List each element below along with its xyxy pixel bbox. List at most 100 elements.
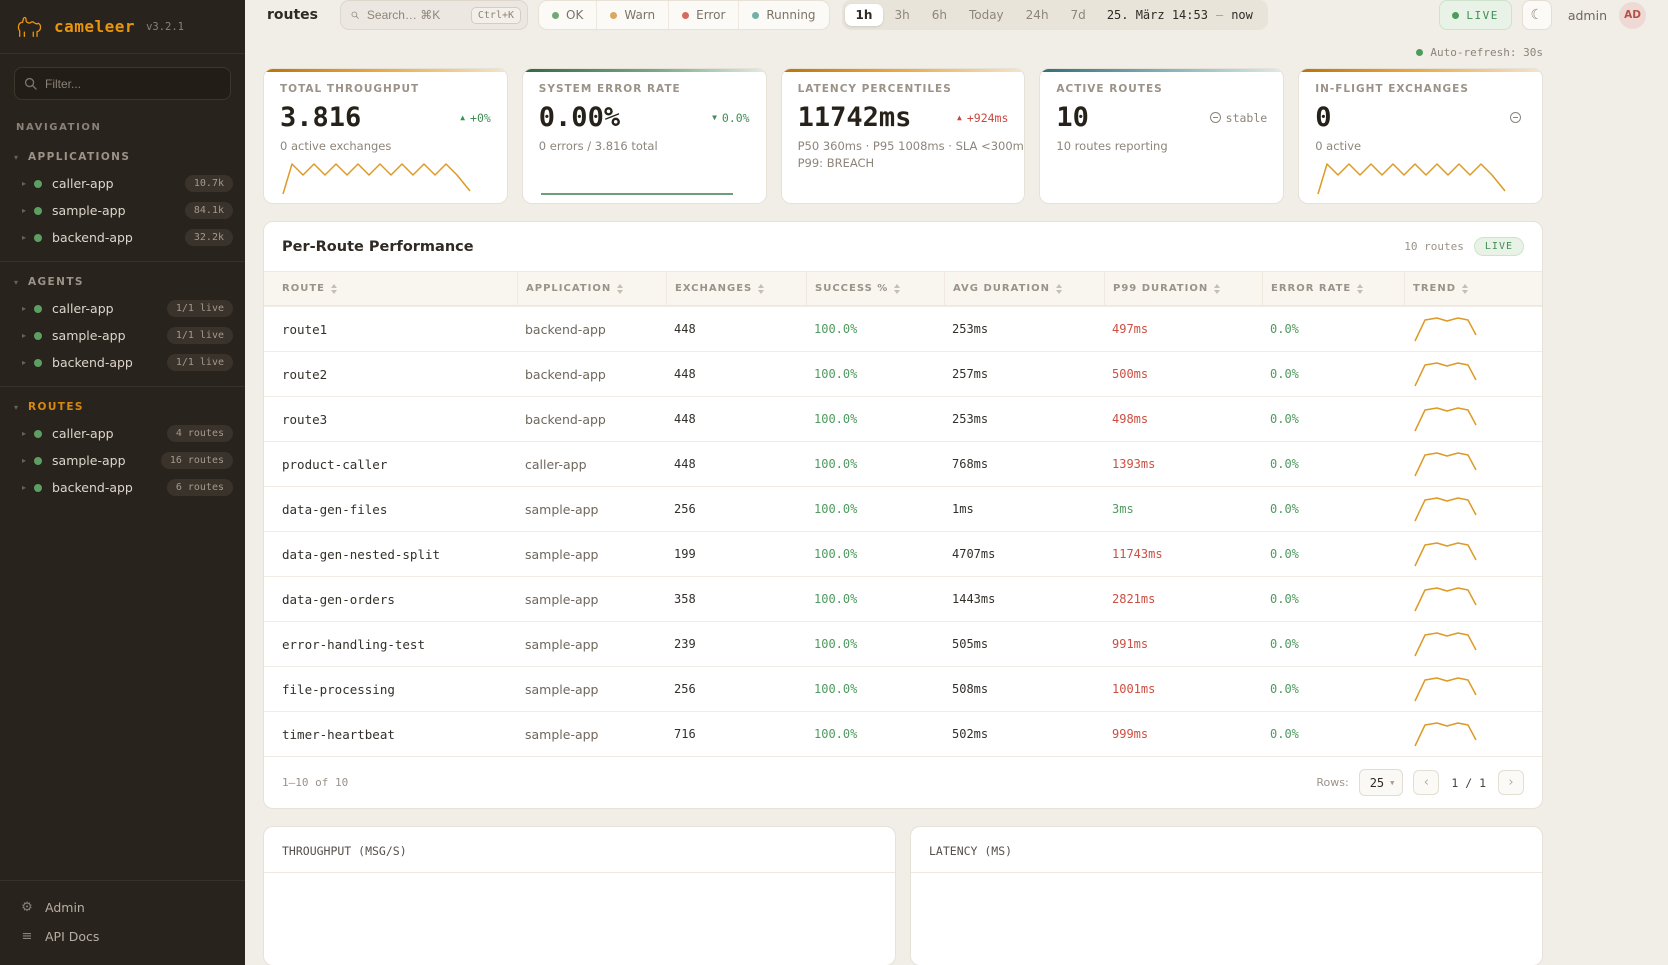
trend-sparkline bbox=[1404, 629, 1542, 659]
cell-p99-duration: 500ms bbox=[1112, 367, 1149, 381]
table-row[interactable]: error-handling-test sample-app 239 100.0… bbox=[264, 621, 1542, 666]
kpi-delta: ▲ ▼ bbox=[1510, 112, 1526, 123]
cell-success: 100.0% bbox=[814, 547, 858, 561]
kpi-subtext: 0 active exchanges bbox=[280, 139, 392, 153]
docs-list-icon: ≡ bbox=[21, 929, 33, 944]
sidebar-item-agent[interactable]: ▸ backend-app 1/1 live bbox=[0, 349, 245, 376]
sidebar-item-route-group[interactable]: ▸ backend-app 6 routes bbox=[0, 474, 245, 501]
table-row[interactable]: route3 backend-app 448 100.0% 253ms 498m… bbox=[264, 396, 1542, 441]
column-header-success[interactable]: SUCCESS % bbox=[806, 272, 944, 305]
time-range-chip[interactable]: 3h bbox=[894, 8, 910, 22]
count-badge: 16 routes bbox=[160, 452, 233, 469]
kpi-sparkline bbox=[280, 156, 491, 198]
sidebar-item-route-group[interactable]: ▸ sample-app 16 routes bbox=[0, 447, 245, 474]
table-row[interactable]: route2 backend-app 448 100.0% 257ms 500m… bbox=[264, 351, 1542, 396]
column-header-trend[interactable]: TREND bbox=[1404, 272, 1542, 305]
kpi-value: 10 bbox=[1056, 102, 1089, 133]
table-row[interactable]: product-caller caller-app 448 100.0% 768… bbox=[264, 441, 1542, 486]
status-dot-icon bbox=[752, 11, 760, 19]
main-area: routes Ctrl+K OK Warn bbox=[245, 0, 1668, 965]
cell-avg-duration: 502ms bbox=[952, 727, 989, 741]
cell-application: backend-app bbox=[525, 321, 606, 337]
cell-avg-duration: 257ms bbox=[952, 367, 989, 381]
cell-p99-duration: 497ms bbox=[1112, 322, 1149, 336]
status-dot-icon bbox=[34, 304, 43, 313]
cell-application: sample-app bbox=[525, 591, 599, 607]
table-row[interactable]: data-gen-files sample-app 256 100.0% 1ms… bbox=[264, 486, 1542, 531]
cell-error-rate: 0.0% bbox=[1270, 502, 1299, 516]
status-dot-icon bbox=[552, 11, 560, 19]
cell-route: data-gen-files bbox=[282, 501, 388, 517]
sidebar-item-application[interactable]: ▸ sample-app 84.1k bbox=[0, 197, 245, 224]
table-row[interactable]: data-gen-nested-split sample-app 199 100… bbox=[264, 531, 1542, 576]
group-header-applications[interactable]: ▾ APPLICATIONS bbox=[14, 151, 131, 163]
chevron-right-icon: ▸ bbox=[22, 456, 27, 465]
theme-toggle[interactable]: ☾ bbox=[1521, 0, 1552, 30]
column-header-route[interactable]: ROUTE bbox=[264, 272, 517, 305]
next-page-button[interactable]: › bbox=[1498, 770, 1524, 795]
column-header-application[interactable]: APPLICATION bbox=[517, 272, 666, 305]
date-range[interactable]: 25. März 14:53 — now bbox=[1106, 8, 1253, 22]
cell-error-rate: 0.0% bbox=[1270, 547, 1299, 561]
group-header-agents[interactable]: ▾ AGENTS bbox=[14, 276, 84, 288]
bottom-charts: THROUGHPUT (MSG/S) LATENCY (MS) bbox=[263, 826, 1543, 965]
sidebar-item-agent[interactable]: ▸ sample-app 1/1 live bbox=[0, 322, 245, 349]
time-range-chip[interactable]: 1h bbox=[844, 4, 884, 26]
prev-page-button[interactable]: ‹ bbox=[1413, 770, 1440, 795]
kpi-delta: ▲ ▼ +0% bbox=[460, 110, 491, 125]
time-range-chip[interactable]: Today bbox=[968, 8, 1004, 22]
sidebar-item-api-docs[interactable]: ≡ API Docs bbox=[21, 929, 100, 944]
chart-card: LATENCY (MS) bbox=[910, 826, 1543, 965]
chevron-right-icon: ▸ bbox=[22, 331, 27, 340]
arrow-down-icon: ▼ bbox=[712, 113, 717, 122]
table-row[interactable]: timer-heartbeat sample-app 716 100.0% 50… bbox=[264, 711, 1542, 756]
avatar[interactable]: AD bbox=[1619, 1, 1646, 29]
search-input[interactable] bbox=[366, 8, 463, 22]
sidebar-item-route-group[interactable]: ▸ caller-app 4 routes bbox=[0, 420, 245, 447]
stable-icon bbox=[1510, 112, 1521, 123]
global-search[interactable]: Ctrl+K bbox=[340, 0, 529, 30]
column-header-error-rate[interactable]: ERROR RATE bbox=[1262, 272, 1404, 305]
cell-application: sample-app bbox=[525, 726, 599, 742]
time-range-chip[interactable]: 7d bbox=[1070, 8, 1086, 22]
sort-icon bbox=[1056, 283, 1062, 294]
chevron-right-icon: ▸ bbox=[22, 429, 27, 438]
column-header-p99-duration[interactable]: P99 DURATION bbox=[1104, 272, 1262, 305]
chevron-down-icon: ▼ bbox=[1390, 778, 1395, 787]
count-badge: 6 routes bbox=[166, 479, 233, 496]
status-filter-toggle[interactable]: Error bbox=[668, 1, 738, 29]
sidebar-item-application[interactable]: ▸ backend-app 32.2k bbox=[0, 224, 245, 251]
sidebar-filter-input[interactable] bbox=[14, 67, 231, 100]
count-badge: 1/1 live bbox=[166, 354, 233, 371]
table-row[interactable]: route1 backend-app 448 100.0% 253ms 497m… bbox=[264, 306, 1542, 351]
cell-application: sample-app bbox=[525, 681, 599, 697]
table-row[interactable]: file-processing sample-app 256 100.0% 50… bbox=[264, 666, 1542, 711]
group-header-routes[interactable]: ▾ ROUTES bbox=[14, 401, 84, 413]
cell-error-rate: 0.0% bbox=[1270, 592, 1299, 606]
cell-success: 100.0% bbox=[814, 457, 858, 471]
sort-icon bbox=[1214, 283, 1221, 294]
search-icon bbox=[351, 11, 359, 19]
status-filter-toggle[interactable]: Running bbox=[738, 1, 828, 29]
table-row[interactable]: data-gen-orders sample-app 358 100.0% 14… bbox=[264, 576, 1542, 621]
time-range-chip[interactable]: 24h bbox=[1025, 8, 1049, 22]
column-header-exchanges[interactable]: EXCHANGES bbox=[666, 272, 806, 305]
sidebar-item-agent[interactable]: ▸ caller-app 1/1 live bbox=[0, 295, 245, 322]
chart-card: THROUGHPUT (MSG/S) bbox=[263, 826, 896, 965]
moon-icon: ☾ bbox=[1530, 7, 1544, 23]
sidebar-item-admin[interactable]: ⚙ Admin bbox=[21, 900, 85, 915]
trend-sparkline bbox=[1404, 674, 1542, 704]
sidebar-item-application[interactable]: ▸ caller-app 10.7k bbox=[0, 170, 245, 197]
status-filter-toggle[interactable]: OK bbox=[539, 1, 596, 29]
cell-exchanges: 448 bbox=[674, 457, 696, 471]
column-header-avg-duration[interactable]: AVG DURATION bbox=[944, 272, 1104, 305]
count-badge: 4 routes bbox=[166, 425, 233, 442]
topbar: routes Ctrl+K OK Warn bbox=[245, 0, 1668, 30]
search-icon bbox=[24, 77, 37, 90]
time-range-chip[interactable]: 6h bbox=[931, 8, 947, 22]
rows-per-page-select[interactable]: 25 ▼ bbox=[1358, 769, 1404, 796]
live-toggle[interactable]: LIVE bbox=[1439, 0, 1512, 30]
chevron-right-icon: ▸ bbox=[22, 206, 27, 215]
status-filter-toggle[interactable]: Warn bbox=[596, 1, 668, 29]
cell-avg-duration: 768ms bbox=[952, 457, 989, 471]
